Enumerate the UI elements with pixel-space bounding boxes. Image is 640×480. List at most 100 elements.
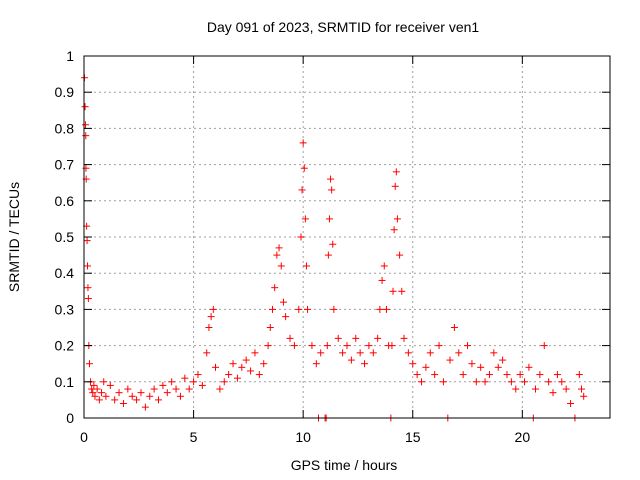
- data-point: [380, 262, 388, 270]
- data-point: [485, 371, 493, 379]
- y-tick-label: 0.5: [55, 229, 75, 245]
- data-point: [295, 305, 303, 313]
- data-point: [312, 360, 320, 368]
- data-point: [472, 378, 480, 386]
- data-point: [298, 186, 306, 194]
- data-point: [212, 363, 219, 371]
- data-point: [536, 371, 544, 379]
- data-point: [356, 349, 364, 357]
- data-point: [317, 349, 325, 357]
- data-point: [503, 371, 511, 379]
- data-point: [567, 400, 575, 408]
- data-point: [329, 240, 337, 248]
- data-point: [578, 385, 586, 393]
- data-point: [282, 313, 290, 321]
- data-point: [376, 305, 384, 313]
- x-axis-label: GPS time / hours: [291, 457, 398, 473]
- data-point: [98, 389, 106, 397]
- data-point: [268, 305, 276, 313]
- data-point: [549, 389, 557, 397]
- data-point: [302, 262, 310, 270]
- data-point: [100, 378, 108, 386]
- data-point: [286, 334, 294, 342]
- data-point: [446, 356, 454, 364]
- x-tick-label: 15: [405, 429, 421, 445]
- data-point: [330, 305, 338, 313]
- data-point: [392, 168, 400, 176]
- data-point: [137, 389, 145, 397]
- y-tick-label: 0.8: [55, 120, 75, 136]
- data-point: [251, 349, 259, 357]
- data-point: [133, 396, 141, 404]
- data-point: [155, 396, 163, 404]
- data-point: [271, 284, 279, 292]
- data-point: [266, 324, 274, 331]
- data-point: [450, 324, 458, 331]
- y-tick-label: 0.1: [55, 374, 75, 390]
- data-point: [185, 385, 193, 393]
- data-point: [146, 392, 154, 400]
- data-point: [477, 363, 485, 371]
- data-point: [499, 356, 507, 364]
- data-point: [229, 360, 237, 368]
- y-tick-label: 0.7: [55, 157, 75, 173]
- data-point: [273, 251, 281, 259]
- data-point: [382, 305, 390, 313]
- data-point: [220, 378, 228, 386]
- data-point: [238, 363, 246, 371]
- data-point: [393, 215, 401, 223]
- data-point: [464, 342, 472, 350]
- data-point: [391, 182, 399, 190]
- data-point: [435, 342, 443, 350]
- data-point: [512, 385, 520, 393]
- data-point: [84, 295, 92, 303]
- data-point: [439, 378, 447, 386]
- x-tick-label: 10: [295, 429, 311, 445]
- data-point: [490, 349, 498, 357]
- data-point: [279, 298, 287, 306]
- data-point: [325, 215, 333, 223]
- data-point: [369, 349, 377, 357]
- data-point: [198, 381, 206, 389]
- data-point: [260, 360, 268, 368]
- data-point: [207, 313, 215, 321]
- data-point: [209, 305, 217, 313]
- data-point: [95, 396, 103, 404]
- grid-lines: [84, 56, 610, 418]
- data-point: [455, 349, 463, 357]
- data-point: [203, 349, 211, 357]
- x-tick-label: 20: [515, 429, 531, 445]
- y-tick-label: 0.3: [55, 301, 75, 317]
- data-point: [422, 363, 430, 371]
- data-point: [277, 262, 285, 270]
- data-point: [558, 378, 566, 386]
- data-point: [400, 334, 408, 342]
- data-point: [507, 378, 515, 386]
- data-point: [540, 342, 548, 350]
- data-point: [553, 371, 561, 379]
- y-tick-label: 0: [66, 410, 74, 426]
- data-point: [352, 334, 360, 342]
- y-tick-label: 0.9: [55, 84, 75, 100]
- data-point: [468, 360, 476, 368]
- data-point: [163, 389, 171, 397]
- data-point: [150, 385, 158, 393]
- data-point: [413, 371, 421, 379]
- data-point: [481, 378, 489, 386]
- data-point: [119, 400, 127, 408]
- data-point: [275, 244, 283, 252]
- data-point: [525, 363, 533, 371]
- data-point: [83, 237, 91, 245]
- data-point: [84, 284, 92, 292]
- data-point: [404, 349, 412, 357]
- data-point: [255, 371, 263, 379]
- data-point: [361, 360, 369, 368]
- data-point: [521, 378, 529, 386]
- data-point: [176, 392, 184, 400]
- data-point: [324, 251, 332, 259]
- data-point: [93, 385, 101, 393]
- data-point: [545, 378, 553, 386]
- data-point: [396, 251, 404, 259]
